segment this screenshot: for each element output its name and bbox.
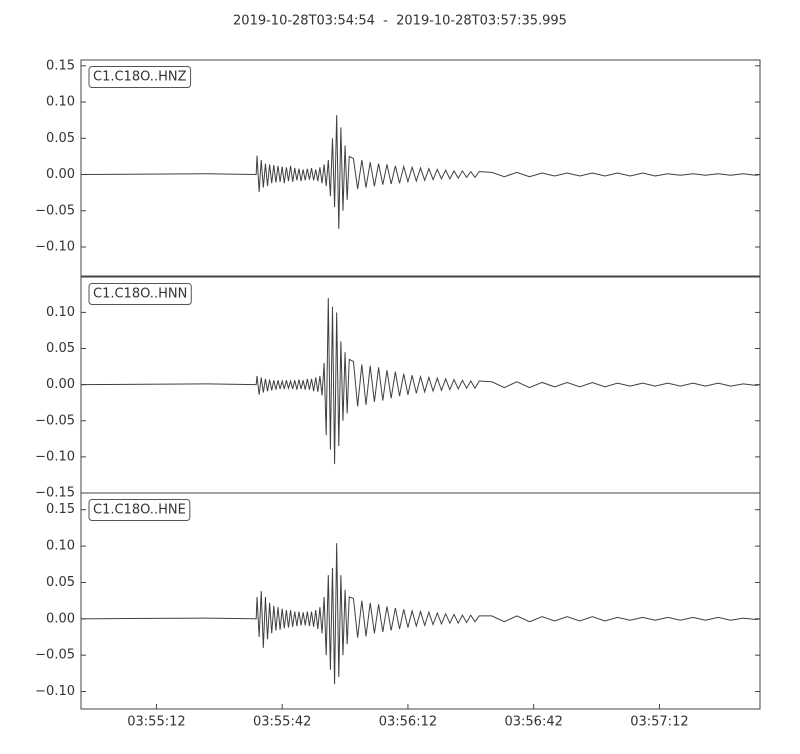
trace-label: C1.C18O..HNZ bbox=[93, 70, 187, 85]
chart-title: 2019-10-28T03:54:54 - 2019-10-28T03:57:3… bbox=[233, 14, 567, 29]
y-tick-label: 0.10 bbox=[46, 305, 75, 320]
y-tick-label: 0.15 bbox=[46, 502, 75, 517]
x-tick-label: 03:57:12 bbox=[630, 715, 688, 730]
y-tick-label: 0.05 bbox=[46, 131, 75, 146]
x-tick-label: 03:56:12 bbox=[379, 715, 437, 730]
trace-label-box bbox=[88, 499, 191, 521]
y-tick-label: −0.10 bbox=[35, 449, 75, 464]
waveform bbox=[81, 543, 760, 685]
trace-label-box bbox=[88, 66, 192, 88]
y-tick-label: −0.05 bbox=[35, 203, 75, 218]
y-tick-label: 0.00 bbox=[46, 611, 75, 626]
y-tick-label: 0.00 bbox=[46, 377, 75, 392]
y-tick-label: 0.10 bbox=[46, 539, 75, 554]
x-tick-label: 03:56:42 bbox=[504, 715, 562, 730]
y-tick-label: 0.10 bbox=[46, 95, 75, 110]
x-tick-label: 03:55:12 bbox=[127, 715, 185, 730]
trace-label-box bbox=[88, 283, 192, 305]
axes-frame bbox=[80, 59, 761, 277]
trace-label: C1.C18O..HNN bbox=[93, 287, 187, 302]
y-tick-label: −0.15 bbox=[35, 486, 75, 501]
trace-label: C1.C18O..HNE bbox=[93, 503, 186, 518]
waveform bbox=[81, 115, 760, 229]
y-tick-label: 0.15 bbox=[46, 58, 75, 73]
y-tick-label: −0.10 bbox=[35, 684, 75, 699]
waveform bbox=[81, 297, 760, 465]
y-tick-label: −0.05 bbox=[35, 648, 75, 663]
axes-frame bbox=[80, 492, 761, 710]
y-tick-label: 0.05 bbox=[46, 341, 75, 356]
y-tick-label: −0.10 bbox=[35, 240, 75, 255]
y-tick-label: −0.05 bbox=[35, 413, 75, 428]
y-tick-label: 0.00 bbox=[46, 167, 75, 182]
y-tick-label: 0.05 bbox=[46, 575, 75, 590]
x-tick-label: 03:55:42 bbox=[253, 715, 311, 730]
